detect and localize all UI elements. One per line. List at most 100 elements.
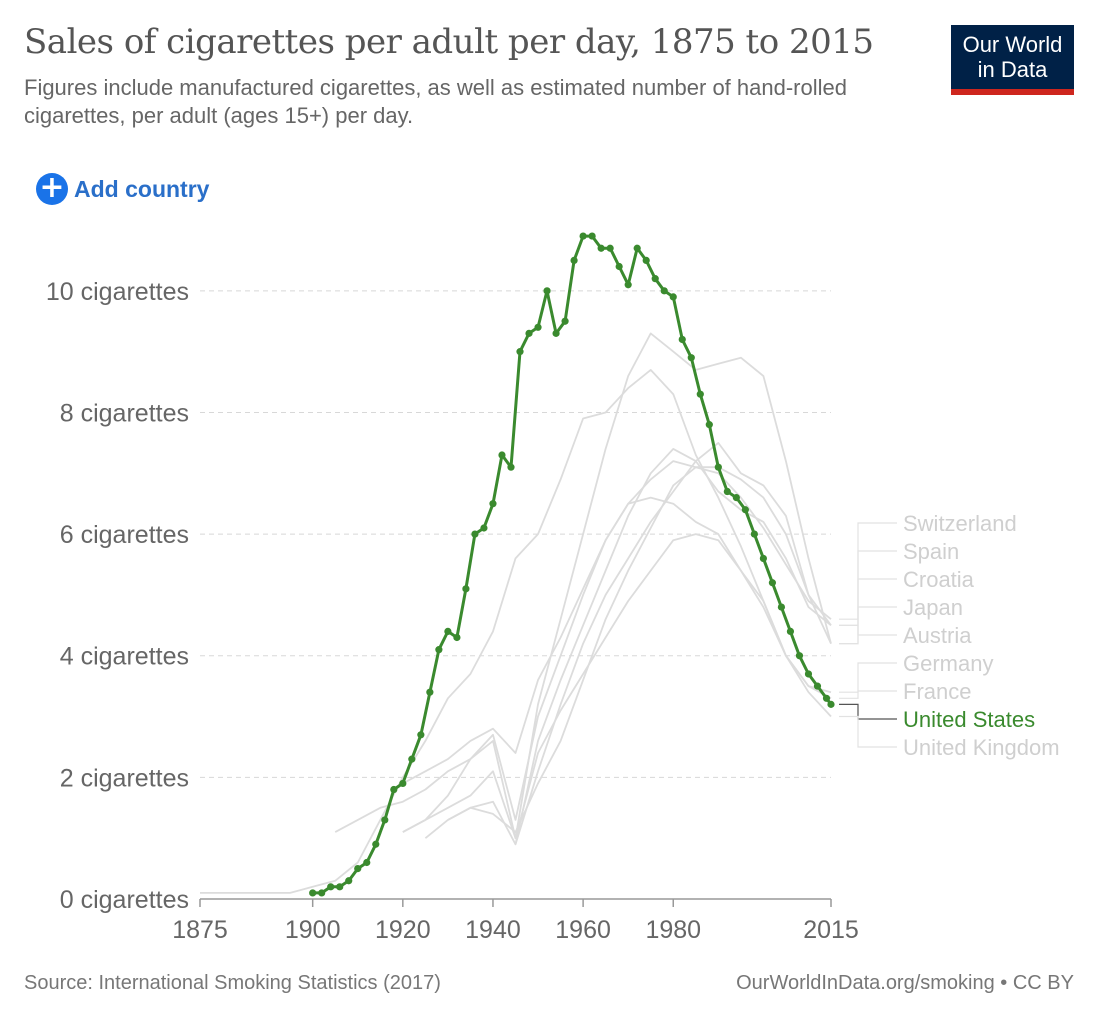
chart-subtitle: Figures include manufactured cigarettes,… xyxy=(24,75,847,128)
x-tick-label: 1920 xyxy=(375,916,431,944)
series-line-united-states[interactable] xyxy=(312,234,833,895)
data-point xyxy=(795,652,804,660)
x-tick-label: 1980 xyxy=(645,916,701,944)
data-point xyxy=(660,287,668,295)
legend-label-croatia[interactable]: Croatia xyxy=(903,567,975,592)
data-point xyxy=(435,646,443,654)
owid-logo[interactable]: Our World in Data xyxy=(951,25,1074,95)
series-line-switzerland[interactable] xyxy=(402,460,832,785)
data-point xyxy=(741,506,749,514)
data-point xyxy=(408,755,416,763)
legend-connector xyxy=(839,624,897,636)
legend-label-france[interactable]: France xyxy=(903,679,971,704)
data-point xyxy=(354,864,362,873)
series-line-spain[interactable] xyxy=(447,466,832,833)
data-point xyxy=(561,317,569,325)
data-point xyxy=(525,329,533,337)
logo-line-2: in Data xyxy=(977,57,1048,82)
series-lines xyxy=(200,232,835,897)
data-point xyxy=(489,500,497,508)
y-tick-label: 8 cigarettes xyxy=(60,399,189,427)
x-tick-label: 1875 xyxy=(172,916,228,944)
data-point xyxy=(570,256,578,265)
data-point xyxy=(309,889,317,897)
chart-title: Sales of cigarettes per adult per day, 1… xyxy=(24,22,874,62)
data-point xyxy=(534,323,542,331)
source-note: Source: International Smoking Statistics… xyxy=(24,972,441,994)
data-point xyxy=(471,530,479,538)
data-point xyxy=(804,670,813,678)
data-point xyxy=(453,633,461,642)
logo-line-1: Our World xyxy=(962,32,1063,57)
data-point xyxy=(759,554,767,563)
x-tick-label: 2015 xyxy=(803,916,859,944)
logo-accent-bar xyxy=(951,89,1074,95)
data-point xyxy=(827,700,835,708)
data-point xyxy=(345,877,353,885)
legend-connector xyxy=(839,522,897,620)
data-point xyxy=(777,603,786,611)
legend-label-united-kingdom[interactable]: United Kingdom xyxy=(903,735,1060,760)
y-tick-label: 0 cigarettes xyxy=(60,886,189,914)
data-point xyxy=(786,627,795,636)
data-point xyxy=(444,627,452,636)
data-point xyxy=(813,682,822,690)
y-axis: 0 cigarettes 2 cigarettes 4 cigarettes 6 ci… xyxy=(46,278,189,914)
data-point xyxy=(462,585,470,593)
data-point xyxy=(363,858,371,867)
legend-connector xyxy=(839,715,897,748)
legend-connector xyxy=(839,550,897,626)
data-point xyxy=(597,244,605,252)
data-point xyxy=(669,293,677,301)
data-point xyxy=(543,287,551,295)
legend-label-spain[interactable]: Spain xyxy=(903,539,959,564)
legend-connector xyxy=(839,662,897,699)
x-tick-label: 1960 xyxy=(555,916,611,944)
data-point xyxy=(372,840,380,848)
credit-link[interactable]: OurWorldInData.org/smoking • CC BY xyxy=(736,972,1074,994)
legend-label-united-states[interactable]: United States xyxy=(903,707,1035,732)
data-point xyxy=(327,883,335,891)
data-point xyxy=(588,232,596,240)
series-line-france[interactable] xyxy=(334,533,832,840)
data-point xyxy=(714,463,722,471)
data-point xyxy=(318,889,326,897)
legend-label-switzerland[interactable]: Switzerland xyxy=(903,511,1017,536)
data-point xyxy=(390,785,398,794)
data-point xyxy=(633,244,641,252)
data-point xyxy=(579,232,587,240)
series-line-austria[interactable] xyxy=(424,447,832,846)
data-point xyxy=(498,451,506,459)
legend-connector xyxy=(839,578,897,645)
series-legend: Switzerland Spain Croatia Japan Austria Germa… xyxy=(839,511,1060,760)
series-line-united-kingdom[interactable] xyxy=(200,368,832,894)
data-point xyxy=(381,816,389,824)
series-line-japan[interactable] xyxy=(402,332,832,840)
data-point xyxy=(651,275,659,283)
x-tick-label: 1940 xyxy=(465,916,521,944)
data-point xyxy=(399,779,407,788)
plus-circle-icon: + xyxy=(36,173,68,205)
legend-label-germany[interactable]: Germany xyxy=(903,651,993,676)
data-point xyxy=(606,244,614,252)
data-point xyxy=(507,463,515,471)
legend-connector xyxy=(839,690,897,693)
data-point xyxy=(723,487,731,496)
data-point xyxy=(687,354,695,362)
data-point xyxy=(426,688,434,696)
series-line-croatia[interactable] xyxy=(514,441,832,845)
legend-label-japan[interactable]: Japan xyxy=(903,595,963,620)
data-point xyxy=(552,329,560,337)
y-tick-label: 10 cigarettes xyxy=(46,278,189,306)
x-tick-label: 1900 xyxy=(285,916,341,944)
legend-connector xyxy=(839,703,897,720)
data-point xyxy=(417,731,425,739)
data-point xyxy=(678,335,686,344)
add-country-button[interactable]: + Add country xyxy=(36,173,209,205)
y-tick-label: 2 cigarettes xyxy=(60,764,189,792)
x-axis: 1875 1900 1920 1940 1960 1980 2015 xyxy=(172,898,859,944)
series-line-germany[interactable] xyxy=(402,496,832,833)
legend-label-austria[interactable]: Austria xyxy=(903,623,972,648)
data-point xyxy=(705,421,713,429)
